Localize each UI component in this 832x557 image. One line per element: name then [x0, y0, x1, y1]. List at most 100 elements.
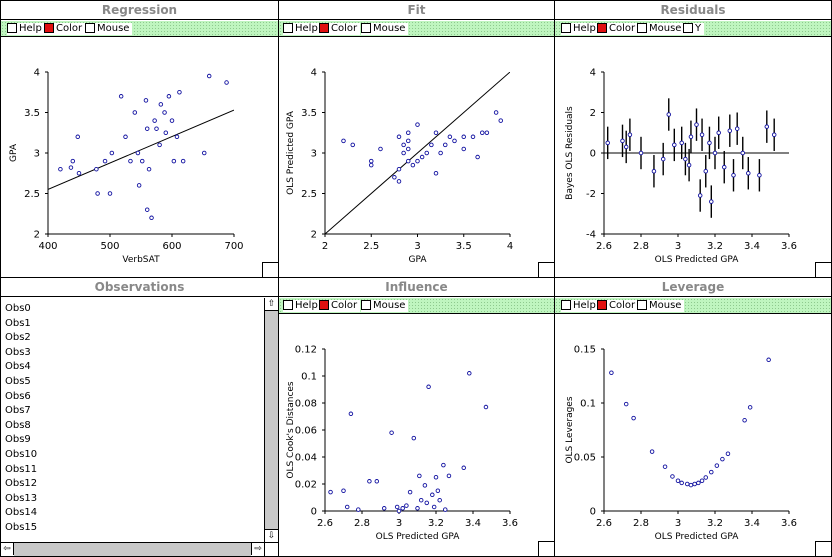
data-point — [731, 173, 736, 178]
list-item[interactable]: Obs4 — [5, 361, 31, 373]
list-item[interactable]: Obs0 — [5, 303, 31, 314]
y-tick-label: 0.1 — [580, 399, 596, 410]
fit-plot[interactable]: 2 2.5 3 3.5 4 2 2.5 3 3.5 4 GPA OLS Predicted GPA — [279, 38, 554, 277]
help-checkbox[interactable]: Help — [283, 300, 321, 312]
list-item[interactable]: Obs7 — [5, 405, 31, 417]
help-checkbox[interactable]: Help — [283, 23, 321, 35]
list-item[interactable]: Obs8 — [5, 419, 31, 431]
y-axis-label: GPA — [9, 143, 19, 162]
data-point — [666, 112, 671, 117]
fit-window: Fit Help Color Mouse 2 2.5 3 3.5 4 2 2.5 3 3.5 4 G… — [278, 0, 555, 278]
data-point — [396, 166, 402, 172]
y-tick-label: 3.5 — [301, 108, 317, 119]
list-item[interactable]: Obs15 — [5, 522, 38, 533]
color-checkbox[interactable]: Color — [44, 23, 86, 35]
help-checkbox[interactable]: Help — [7, 23, 45, 35]
color-checkbox[interactable]: Color — [597, 23, 639, 35]
data-point — [75, 134, 81, 140]
window-title[interactable]: Fit — [279, 1, 554, 20]
color-checkbox[interactable]: Color — [319, 300, 361, 312]
list-item[interactable]: Obs6 — [5, 390, 31, 402]
mouse-checkbox[interactable]: Mouse — [361, 300, 409, 312]
grow-box[interactable] — [538, 541, 554, 556]
y-tick-label: 0.05 — [574, 453, 596, 464]
scroll-track[interactable] — [265, 311, 278, 529]
toolbar: Help Color Mouse Y — [555, 21, 831, 37]
data-point — [712, 150, 718, 156]
mouse-checkbox[interactable]: Mouse — [85, 23, 133, 35]
grow-box[interactable] — [262, 262, 278, 277]
help-checkbox[interactable]: Help — [561, 300, 599, 312]
scroll-down-icon[interactable]: ⇩ — [265, 529, 278, 542]
window-title[interactable]: Observations — [1, 278, 278, 297]
data-point — [135, 150, 141, 156]
list-item[interactable]: Obs5 — [5, 376, 31, 387]
influence-plot[interactable]: 2.6 2.8 3 3.2 3.4 3.6 0 0.02 0.04 0.06 0.08 0.1 0.12… — [279, 315, 554, 556]
window-title[interactable]: Influence — [279, 278, 554, 297]
data-point — [670, 474, 675, 479]
mouse-checkbox[interactable]: Mouse — [637, 23, 685, 35]
color-checkbox[interactable]: Color — [319, 23, 361, 35]
grow-box[interactable] — [264, 542, 278, 556]
list-item[interactable]: Obs13 — [5, 492, 38, 504]
grow-box[interactable] — [815, 541, 831, 556]
scroll-left-icon[interactable]: ⇦ — [1, 543, 14, 555]
window-title[interactable]: Regression — [1, 1, 278, 20]
y-tick-label: 0.15 — [574, 345, 596, 356]
checkbox-icon — [637, 23, 647, 33]
data-point — [109, 150, 115, 156]
mouse-checkbox[interactable]: Mouse — [637, 300, 685, 312]
y-checkbox[interactable]: Y — [683, 23, 705, 35]
data-point — [483, 404, 489, 410]
list-item[interactable]: Obs11 — [5, 463, 38, 475]
data-point — [620, 138, 625, 144]
residuals-plot[interactable]: 2.6 2.8 3 3.2 3.4 3.6 -4 -2 0 2 4 OLS Predicted GPA… — [555, 38, 831, 277]
data-point — [766, 357, 771, 363]
y-axis-label: OLS Predicted GPA — [286, 110, 296, 195]
vertical-scrollbar[interactable]: ⇧ ⇩ — [264, 298, 278, 542]
data-point — [470, 134, 476, 140]
scroll-right-icon[interactable]: ⇨ — [251, 543, 264, 555]
list-item[interactable]: Obs3 — [5, 346, 31, 358]
data-point — [446, 473, 452, 479]
color-checkbox[interactable]: Color — [597, 300, 639, 312]
list-item[interactable]: Obs10 — [5, 449, 38, 460]
horizontal-scrollbar[interactable]: ⇦ ⇨ — [1, 542, 264, 556]
data-point — [433, 130, 439, 135]
list-item[interactable]: Obs1 — [5, 317, 31, 329]
data-point — [102, 158, 108, 164]
data-point — [407, 489, 413, 495]
grow-box[interactable] — [538, 262, 554, 277]
checkbox-icon — [85, 23, 95, 33]
y-tick-label: 2 — [34, 230, 40, 241]
data-point — [415, 506, 420, 511]
list-item[interactable]: Obs12 — [5, 478, 38, 490]
list-item[interactable]: Obs9 — [5, 434, 31, 446]
scroll-track[interactable] — [14, 543, 251, 556]
data-point — [757, 173, 762, 178]
scroll-up-icon[interactable]: ⇧ — [265, 298, 278, 311]
list-item[interactable]: Obs2 — [5, 332, 31, 344]
data-point — [498, 118, 503, 123]
leverage-plot[interactable]: 2.6 2.8 3 3.2 3.4 3.6 0 0.05 0.1 0.15 OLS Predicte… — [555, 315, 831, 556]
y-tick-label: 3 — [34, 149, 40, 160]
color-label: Color — [331, 300, 358, 311]
data-point — [422, 483, 428, 488]
window-title[interactable]: Residuals — [555, 1, 831, 20]
color-swatch-icon — [597, 23, 607, 33]
x-tick-label: 3 — [414, 241, 420, 252]
help-checkbox[interactable]: Help — [561, 23, 599, 35]
mouse-label: Mouse — [373, 300, 406, 311]
list-item[interactable]: Obs14 — [5, 507, 38, 519]
regression-plot[interactable]: 400 500 600 700 2 2.5 3 3.5 4 VerbSAT GPA — [1, 38, 278, 277]
mouse-checkbox[interactable]: Mouse — [361, 23, 409, 35]
x-tick-label: 3.4 — [744, 518, 760, 529]
grow-box[interactable] — [815, 262, 831, 277]
data-point — [660, 156, 666, 162]
data-point — [158, 102, 164, 107]
regression-window: Regression Help Color Mouse 400 500 600 700… — [0, 0, 279, 278]
window-title[interactable]: Leverage — [555, 278, 831, 297]
x-tick-label: 3.4 — [744, 241, 760, 252]
y-tick-label: 2.5 — [24, 189, 40, 200]
data-point — [404, 503, 409, 508]
